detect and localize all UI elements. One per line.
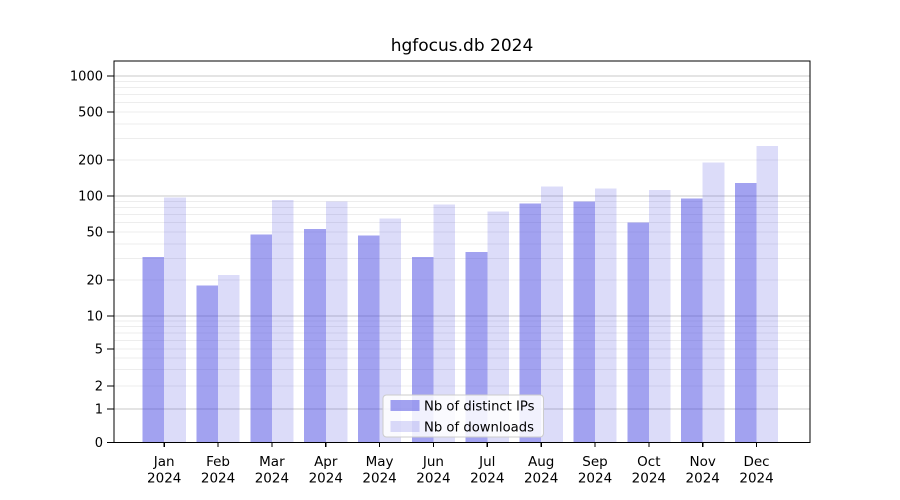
bar-jan-s0	[142, 257, 165, 443]
x-tick-label-month: Nov	[690, 454, 716, 470]
x-tick-label-year: 2024	[416, 471, 450, 487]
y-tick-label: 50	[86, 226, 103, 241]
y-tick-label: 0	[95, 436, 103, 451]
bar-sep-s0	[573, 201, 595, 443]
x-tick-label-month: Apr	[314, 454, 338, 470]
legend-label-0: Nb of distinct IPs	[424, 400, 535, 415]
x-tick-label-year: 2024	[524, 471, 558, 487]
x-tick-label-year: 2024	[578, 471, 612, 487]
bar-jun-s1	[433, 204, 456, 443]
bar-oct-s0	[627, 222, 649, 443]
bar-jul-s1	[487, 211, 509, 443]
y-tick-label: 100	[78, 190, 103, 205]
x-tick-label-year: 2024	[686, 471, 720, 487]
x-tick-label-month: Feb	[206, 454, 230, 470]
bars-nb-of-downloads	[164, 146, 779, 443]
bar-dec-s0	[734, 183, 757, 443]
bar-mar-s0	[250, 234, 272, 443]
x-tick-label-year: 2024	[632, 471, 666, 487]
y-tick-label: 20	[86, 273, 103, 288]
bar-nov-s1	[702, 162, 725, 443]
x-tick-label-month: Dec	[743, 454, 769, 470]
bar-apr-s0	[304, 229, 326, 443]
x-tick-label-month: Aug	[528, 454, 554, 470]
bar-dec-s1	[756, 146, 779, 443]
y-tick-label: 1	[95, 403, 103, 418]
bar-aug-s1	[541, 186, 563, 443]
x-tick-label-month: Oct	[637, 454, 660, 470]
x-tick-label-month: Jun	[422, 454, 444, 470]
y-tick-label: 5	[95, 343, 103, 358]
x-axis: Jan2024Feb2024Mar2024Apr2024May2024Jun20…	[147, 442, 774, 487]
bar-feb-s1	[218, 274, 240, 443]
bar-nov-s0	[681, 198, 703, 443]
legend-swatch-0	[390, 400, 420, 411]
bar-sep-s1	[595, 188, 617, 443]
y-tick-label: 500	[78, 106, 103, 121]
x-tick-label-month: Mar	[259, 454, 285, 470]
x-tick-label-month: May	[366, 454, 394, 470]
x-tick-label-year: 2024	[739, 471, 773, 487]
x-tick-label-year: 2024	[201, 471, 235, 487]
bar-oct-s1	[648, 190, 671, 443]
y-tick-label: 10	[86, 310, 103, 325]
y-tick-label: 200	[78, 153, 103, 168]
bar-mar-s1	[271, 199, 294, 443]
bar-jan-s1	[164, 197, 186, 443]
bar-may-s1	[379, 218, 402, 443]
y-tick-label: 2	[95, 380, 103, 395]
x-tick-label-year: 2024	[362, 471, 396, 487]
legend: Nb of distinct IPs Nb of downloads	[382, 394, 544, 438]
bar-apr-s1	[325, 201, 348, 443]
x-tick-label-year: 2024	[255, 471, 289, 487]
legend-box	[382, 394, 544, 438]
x-tick-label-year: 2024	[470, 471, 504, 487]
y-tick-label: 1000	[70, 70, 103, 85]
chart-title: hgfocus.db 2024	[390, 36, 534, 56]
x-tick-label-month: Jan	[153, 454, 175, 470]
legend-label-1: Nb of downloads	[424, 421, 534, 436]
bar-may-s0	[358, 235, 380, 443]
x-tick-label-month: Sep	[582, 454, 607, 470]
legend-swatch-1	[390, 421, 420, 432]
x-tick-label-year: 2024	[309, 471, 343, 487]
x-tick-label-year: 2024	[147, 471, 181, 487]
plot-border	[113, 60, 811, 444]
bar-aug-s0	[519, 203, 542, 443]
bar-feb-s0	[196, 285, 219, 443]
x-tick-label-month: Jul	[478, 454, 495, 470]
